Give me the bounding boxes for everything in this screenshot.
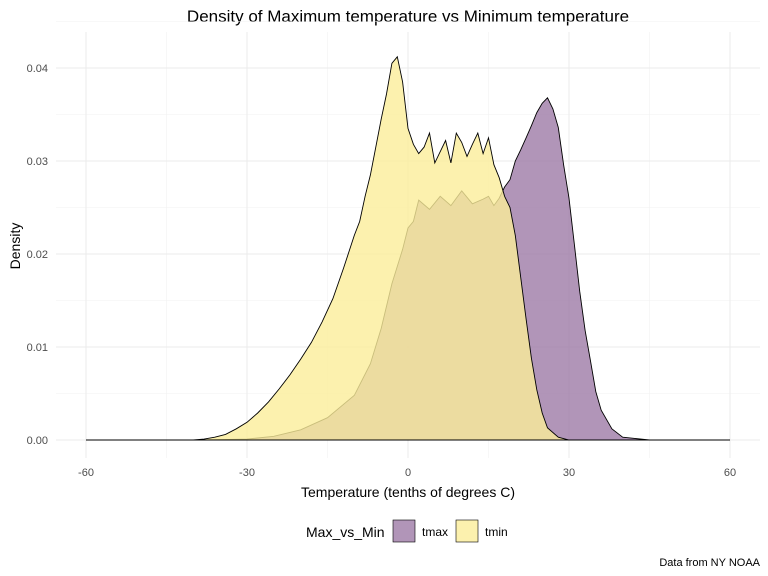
chart-title: Density of Maximum temperature vs Minimu… [187, 7, 629, 26]
x-tick-label: -30 [239, 467, 255, 479]
caption: Data from NY NOAA [659, 557, 760, 569]
y-tick-label: 0.01 [27, 342, 48, 354]
density-areas [86, 55, 730, 441]
density-area-tmin [86, 55, 730, 441]
x-tick-label: -60 [78, 467, 94, 479]
x-tick-label: 30 [563, 467, 575, 479]
y-tick-label: 0.04 [27, 63, 48, 75]
y-axis-ticks: 0.00 0.01 0.02 0.03 0.04 [27, 63, 48, 447]
legend-title: Max_vs_Min [306, 524, 385, 540]
y-axis-title: Density [7, 223, 23, 270]
y-tick-label: 0.03 [27, 156, 48, 168]
y-tick-label: 0.02 [27, 249, 48, 261]
legend-label-tmin: tmin [485, 525, 508, 539]
x-tick-label: 0 [405, 467, 411, 479]
y-tick-label: 0.00 [27, 435, 48, 447]
legend-swatch-tmin [455, 519, 479, 543]
legend-label-tmax: tmax [422, 525, 448, 539]
legend-swatch-tmax [392, 519, 416, 543]
x-axis-ticks: -60 -30 0 30 60 [78, 467, 736, 479]
x-axis-title: Temperature (tenths of degrees C) [301, 484, 515, 500]
legend: Max_vs_Min tmax tmin [306, 519, 508, 543]
x-tick-label: 60 [724, 467, 736, 479]
